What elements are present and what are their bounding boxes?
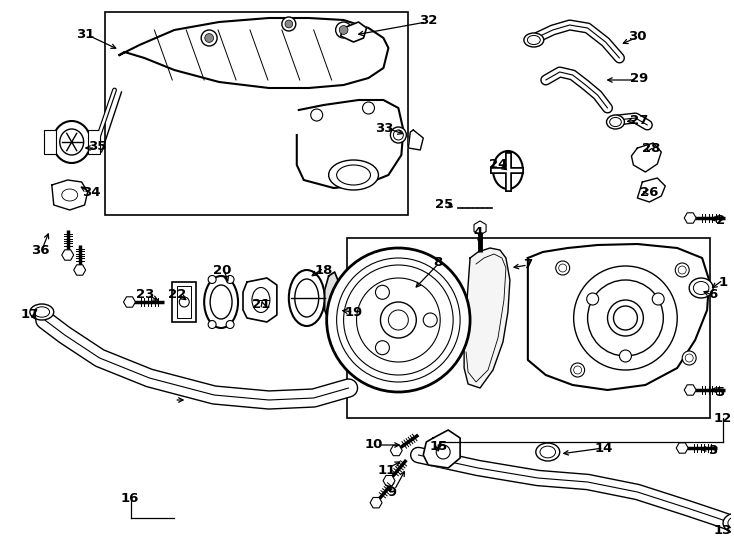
Text: 26: 26 bbox=[640, 186, 658, 199]
Text: 22: 22 bbox=[168, 288, 186, 301]
Circle shape bbox=[380, 302, 416, 338]
Text: 9: 9 bbox=[388, 485, 397, 498]
Text: 36: 36 bbox=[31, 244, 49, 256]
Text: 11: 11 bbox=[377, 463, 396, 476]
Circle shape bbox=[282, 17, 296, 31]
Polygon shape bbox=[464, 248, 510, 388]
Circle shape bbox=[205, 33, 214, 43]
Circle shape bbox=[363, 102, 374, 114]
Circle shape bbox=[570, 363, 584, 377]
Circle shape bbox=[653, 293, 664, 305]
Circle shape bbox=[614, 306, 637, 330]
Text: 20: 20 bbox=[213, 264, 231, 276]
Text: 30: 30 bbox=[628, 30, 647, 43]
Text: 4: 4 bbox=[473, 226, 483, 239]
Circle shape bbox=[339, 25, 348, 35]
Bar bbox=[44, 130, 56, 154]
Ellipse shape bbox=[524, 33, 544, 47]
Text: 14: 14 bbox=[595, 442, 613, 455]
Polygon shape bbox=[631, 143, 661, 172]
Circle shape bbox=[179, 297, 189, 307]
Bar bbox=[346, 238, 710, 418]
Circle shape bbox=[310, 109, 323, 121]
Bar bbox=[178, 286, 192, 318]
Text: 18: 18 bbox=[314, 264, 333, 276]
Circle shape bbox=[208, 275, 216, 284]
Circle shape bbox=[586, 293, 599, 305]
Text: 33: 33 bbox=[375, 122, 393, 134]
Circle shape bbox=[285, 20, 293, 28]
Ellipse shape bbox=[390, 127, 407, 143]
Ellipse shape bbox=[536, 443, 560, 461]
Ellipse shape bbox=[288, 270, 324, 326]
Circle shape bbox=[682, 351, 696, 365]
Circle shape bbox=[424, 313, 437, 327]
Text: 17: 17 bbox=[21, 307, 39, 321]
Circle shape bbox=[436, 445, 450, 459]
Polygon shape bbox=[528, 244, 709, 390]
Text: 12: 12 bbox=[714, 411, 733, 424]
Ellipse shape bbox=[53, 121, 90, 163]
Text: 3: 3 bbox=[708, 443, 718, 456]
Ellipse shape bbox=[723, 513, 734, 533]
Text: 19: 19 bbox=[344, 307, 363, 320]
Text: 16: 16 bbox=[120, 491, 139, 504]
Ellipse shape bbox=[689, 278, 713, 298]
Text: 25: 25 bbox=[435, 199, 454, 212]
Circle shape bbox=[556, 261, 570, 275]
Ellipse shape bbox=[329, 160, 379, 190]
Circle shape bbox=[226, 321, 234, 328]
Circle shape bbox=[201, 30, 217, 46]
Text: 8: 8 bbox=[434, 255, 443, 268]
Polygon shape bbox=[341, 22, 366, 42]
Polygon shape bbox=[324, 272, 338, 324]
Polygon shape bbox=[637, 178, 665, 202]
Circle shape bbox=[619, 350, 631, 362]
Text: 32: 32 bbox=[419, 14, 437, 26]
Text: 5: 5 bbox=[716, 386, 726, 399]
Circle shape bbox=[335, 22, 352, 38]
Circle shape bbox=[675, 263, 689, 277]
Circle shape bbox=[376, 341, 390, 355]
Ellipse shape bbox=[204, 276, 238, 328]
Bar bbox=[87, 130, 100, 154]
Polygon shape bbox=[120, 18, 388, 88]
Ellipse shape bbox=[30, 304, 54, 320]
Bar bbox=[172, 282, 196, 322]
Circle shape bbox=[208, 321, 216, 328]
Text: 27: 27 bbox=[631, 113, 649, 126]
Text: 34: 34 bbox=[82, 186, 101, 199]
Bar bbox=[104, 12, 408, 215]
Text: 15: 15 bbox=[429, 441, 447, 454]
Text: 6: 6 bbox=[708, 288, 718, 301]
Polygon shape bbox=[408, 130, 424, 150]
Polygon shape bbox=[424, 430, 460, 468]
Text: 10: 10 bbox=[364, 438, 382, 451]
Circle shape bbox=[327, 248, 470, 392]
Text: 1: 1 bbox=[719, 275, 727, 288]
Ellipse shape bbox=[606, 115, 625, 129]
Polygon shape bbox=[52, 180, 87, 210]
Circle shape bbox=[608, 300, 644, 336]
Text: 31: 31 bbox=[76, 29, 95, 42]
Text: 29: 29 bbox=[631, 71, 649, 84]
Text: 23: 23 bbox=[137, 288, 155, 301]
Text: 2: 2 bbox=[716, 213, 726, 226]
Text: 13: 13 bbox=[714, 523, 733, 537]
Polygon shape bbox=[243, 278, 277, 322]
Polygon shape bbox=[297, 100, 404, 188]
Text: 35: 35 bbox=[88, 139, 106, 152]
Text: 7: 7 bbox=[523, 259, 532, 272]
Text: 28: 28 bbox=[642, 141, 661, 154]
Text: 24: 24 bbox=[489, 159, 507, 172]
Circle shape bbox=[376, 285, 390, 299]
Ellipse shape bbox=[493, 151, 523, 189]
Text: 21: 21 bbox=[252, 299, 270, 312]
Circle shape bbox=[226, 275, 234, 284]
